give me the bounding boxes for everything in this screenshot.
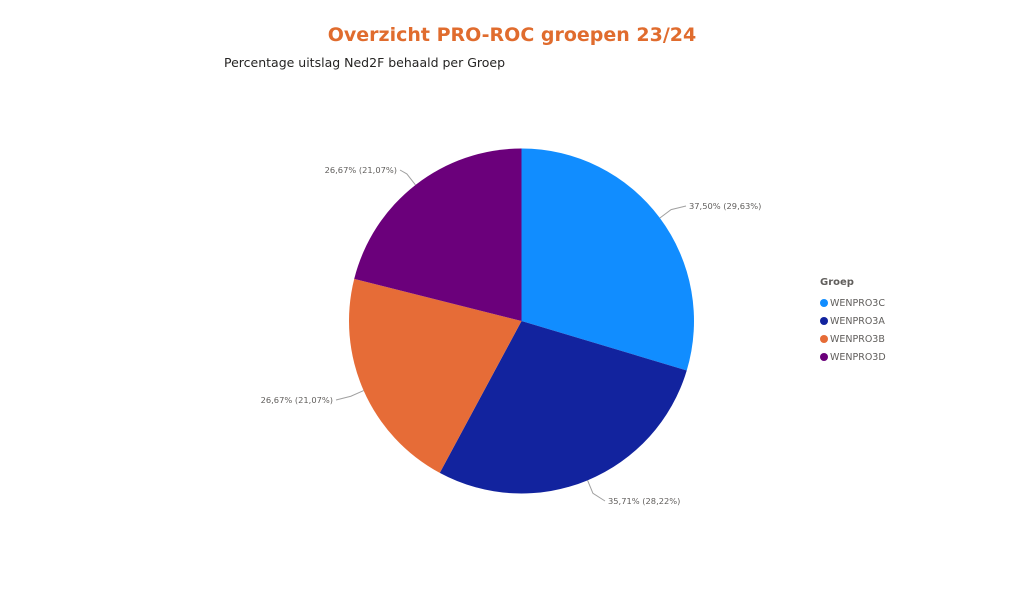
page-title: Overzicht PRO-ROC groepen 23/24 [327,24,697,46]
legend-item-wenpro3a[interactable]: WENPRO3A [820,312,886,330]
pie-slice-wenpro3d[interactable] [354,148,522,322]
pie-data-labels: 37,50% (29,63%) 35,71% (28,22%) 26,67% (21… [261,165,762,506]
legend-item-wenpro3d[interactable]: WENPRO3D [820,348,886,366]
data-label: 35,71% (28,22%) [608,496,680,506]
legend-label: WENPRO3A [830,315,885,327]
leader-line [587,480,606,502]
pie-slice-wenpro3b[interactable] [349,278,522,473]
legend-dot-icon [820,299,828,307]
leader-line [335,390,364,401]
data-label: 26,67% (21,07%) [325,165,397,175]
legend-item-wenpro3b[interactable]: WENPRO3B [820,330,886,348]
legend: Groep WENPRO3C WENPRO3A WENPRO3B WENPRO3… [820,277,886,366]
legend-label: WENPRO3D [830,351,886,363]
legend-item-wenpro3c[interactable]: WENPRO3C [820,294,886,312]
legend-label: WENPRO3B [830,333,885,345]
legend-dot-icon [820,317,828,325]
leader-line [659,205,687,219]
legend-title: Groep [820,277,854,288]
pie-slice-wenpro3a[interactable] [439,321,687,494]
legend-dot-icon [820,335,828,343]
pie-slice-wenpro3c[interactable] [521,148,695,371]
legend-dot-icon [820,353,828,361]
data-label: 26,67% (21,07%) [261,395,333,405]
chart-subtitle: Percentage uitslag Ned2F behaald per Gro… [224,55,506,70]
pie-slices [349,148,695,494]
data-label: 37,50% (29,63%) [689,201,761,211]
legend-label: WENPRO3C [830,297,885,309]
leader-line [399,169,416,186]
